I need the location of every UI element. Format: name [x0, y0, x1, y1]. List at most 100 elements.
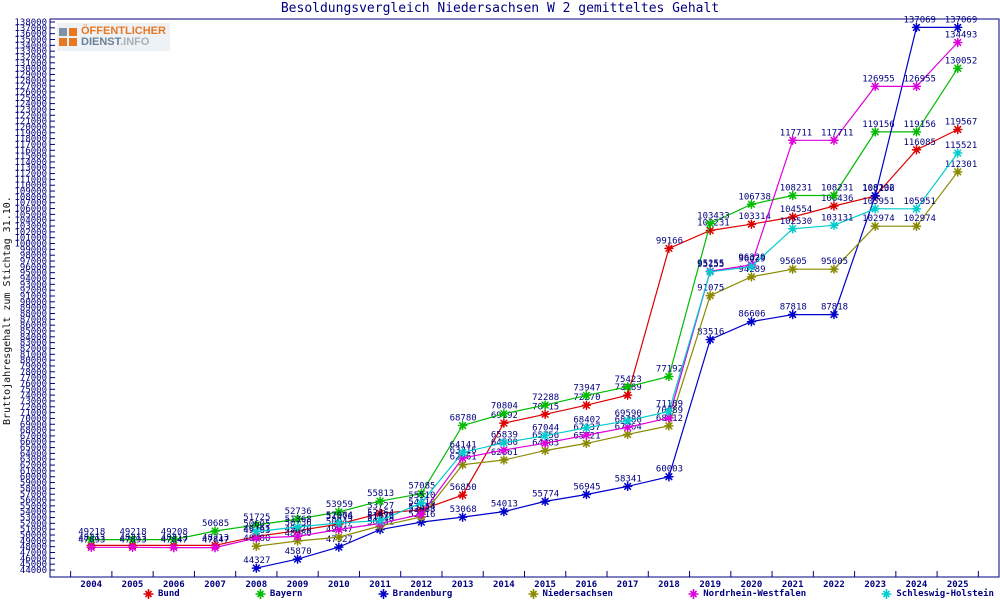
svg-text:102000: 102000	[14, 228, 47, 238]
legend-label: Bund	[158, 589, 180, 599]
svg-text:124000: 124000	[14, 100, 47, 110]
svg-text:127000: 127000	[14, 82, 47, 92]
svg-text:2018: 2018	[658, 580, 680, 588]
svg-text:64000: 64000	[20, 449, 47, 459]
svg-text:48213: 48213	[202, 533, 229, 543]
svg-text:87818: 87818	[780, 303, 807, 313]
svg-text:116000: 116000	[14, 146, 47, 156]
svg-text:95605: 95605	[780, 257, 807, 267]
svg-text:2022: 2022	[823, 580, 845, 588]
series-nordrhein-westfalen	[86, 37, 963, 553]
svg-text:56850: 56850	[450, 483, 477, 493]
svg-text:52464: 52464	[367, 509, 394, 519]
svg-text:55774: 55774	[532, 489, 559, 499]
svg-text:72000: 72000	[20, 403, 47, 413]
svg-text:104554: 104554	[780, 205, 813, 215]
svg-text:134493: 134493	[945, 30, 978, 40]
svg-text:51725: 51725	[243, 513, 270, 523]
svg-text:63000: 63000	[20, 455, 47, 465]
legend-label: Bayern	[269, 589, 303, 599]
svg-text:61000: 61000	[20, 467, 47, 477]
series-schleswig-holstein	[251, 148, 963, 537]
svg-text:115521: 115521	[945, 141, 978, 151]
svg-text:80000: 80000	[20, 356, 47, 366]
svg-text:52000: 52000	[20, 519, 47, 529]
svg-text:137069: 137069	[945, 15, 978, 25]
logo-line1: ÖFFENTLICHER	[81, 25, 166, 37]
svg-text:44000: 44000	[20, 566, 47, 576]
svg-text:83000: 83000	[20, 339, 47, 349]
legend-marker-icon	[143, 589, 154, 599]
svg-text:52736: 52736	[285, 507, 312, 517]
chart-legend: Bund Bayern Brandenburg Niedersachsen Nordrh…	[50, 588, 994, 600]
svg-text:60000: 60000	[20, 473, 47, 483]
svg-text:102530: 102530	[780, 217, 813, 227]
svg-text:65000: 65000	[20, 444, 47, 454]
svg-text:49218: 49218	[78, 528, 105, 538]
svg-text:68000: 68000	[20, 426, 47, 436]
svg-text:118000: 118000	[14, 135, 47, 145]
svg-text:53000: 53000	[20, 514, 47, 524]
svg-text:47847: 47847	[161, 536, 188, 546]
svg-text:128000: 128000	[14, 76, 47, 86]
svg-text:136000: 136000	[14, 30, 47, 40]
svg-text:119156: 119156	[862, 120, 895, 130]
svg-text:106000: 106000	[14, 205, 47, 215]
svg-text:105951: 105951	[862, 197, 895, 207]
svg-text:2021: 2021	[782, 580, 804, 588]
svg-text:51368: 51368	[285, 515, 312, 525]
svg-text:2024: 2024	[906, 580, 928, 588]
svg-text:86000: 86000	[20, 321, 47, 331]
svg-text:137000: 137000	[14, 24, 47, 34]
legend-marker-icon	[255, 589, 266, 599]
legend-marker-icon	[378, 589, 389, 599]
svg-text:2005: 2005	[122, 580, 144, 588]
svg-text:100000: 100000	[14, 240, 47, 250]
svg-text:71189: 71189	[656, 399, 683, 409]
svg-text:2007: 2007	[204, 580, 226, 588]
svg-text:92000: 92000	[20, 286, 47, 296]
svg-text:119000: 119000	[14, 129, 47, 139]
svg-text:90000: 90000	[20, 298, 47, 308]
legend-marker-icon	[881, 589, 892, 599]
svg-text:50605: 50605	[243, 519, 270, 529]
svg-text:126000: 126000	[14, 88, 47, 98]
svg-text:2012: 2012	[411, 580, 433, 588]
svg-text:131000: 131000	[14, 59, 47, 69]
logo-square	[59, 28, 67, 36]
svg-text:87818: 87818	[821, 303, 848, 313]
svg-text:2017: 2017	[617, 580, 639, 588]
svg-text:135000: 135000	[14, 35, 47, 45]
svg-text:60003: 60003	[656, 465, 683, 475]
svg-text:50685: 50685	[202, 519, 229, 529]
logo-icon	[59, 28, 77, 46]
svg-text:2019: 2019	[699, 580, 721, 588]
svg-text:69000: 69000	[20, 420, 47, 430]
svg-text:119156: 119156	[903, 120, 936, 130]
svg-text:77000: 77000	[20, 374, 47, 384]
svg-text:56945: 56945	[573, 483, 600, 493]
logo-square	[69, 38, 77, 46]
svg-text:95155: 95155	[697, 260, 724, 270]
svg-text:89000: 89000	[20, 304, 47, 314]
svg-text:98000: 98000	[20, 251, 47, 261]
svg-text:78000: 78000	[20, 368, 47, 378]
svg-text:94000: 94000	[20, 275, 47, 285]
svg-text:95255: 95255	[697, 259, 724, 269]
series-bayern	[86, 63, 963, 545]
svg-text:2020: 2020	[741, 580, 763, 588]
svg-text:47000: 47000	[20, 549, 47, 559]
svg-text:57085: 57085	[408, 482, 435, 492]
svg-text:110000: 110000	[14, 181, 47, 191]
svg-text:76000: 76000	[20, 379, 47, 389]
svg-text:79000: 79000	[20, 362, 47, 372]
svg-text:126955: 126955	[862, 74, 895, 84]
logo-oeffentlicher-dienst[interactable]: ÖFFENTLICHER DIENST.INFO	[57, 23, 170, 51]
svg-text:115000: 115000	[14, 152, 47, 162]
svg-text:101000: 101000	[14, 234, 47, 244]
svg-text:109000: 109000	[14, 187, 47, 197]
svg-text:75423: 75423	[615, 375, 642, 385]
legend-marker-icon	[688, 589, 699, 599]
svg-text:130000: 130000	[14, 65, 47, 75]
